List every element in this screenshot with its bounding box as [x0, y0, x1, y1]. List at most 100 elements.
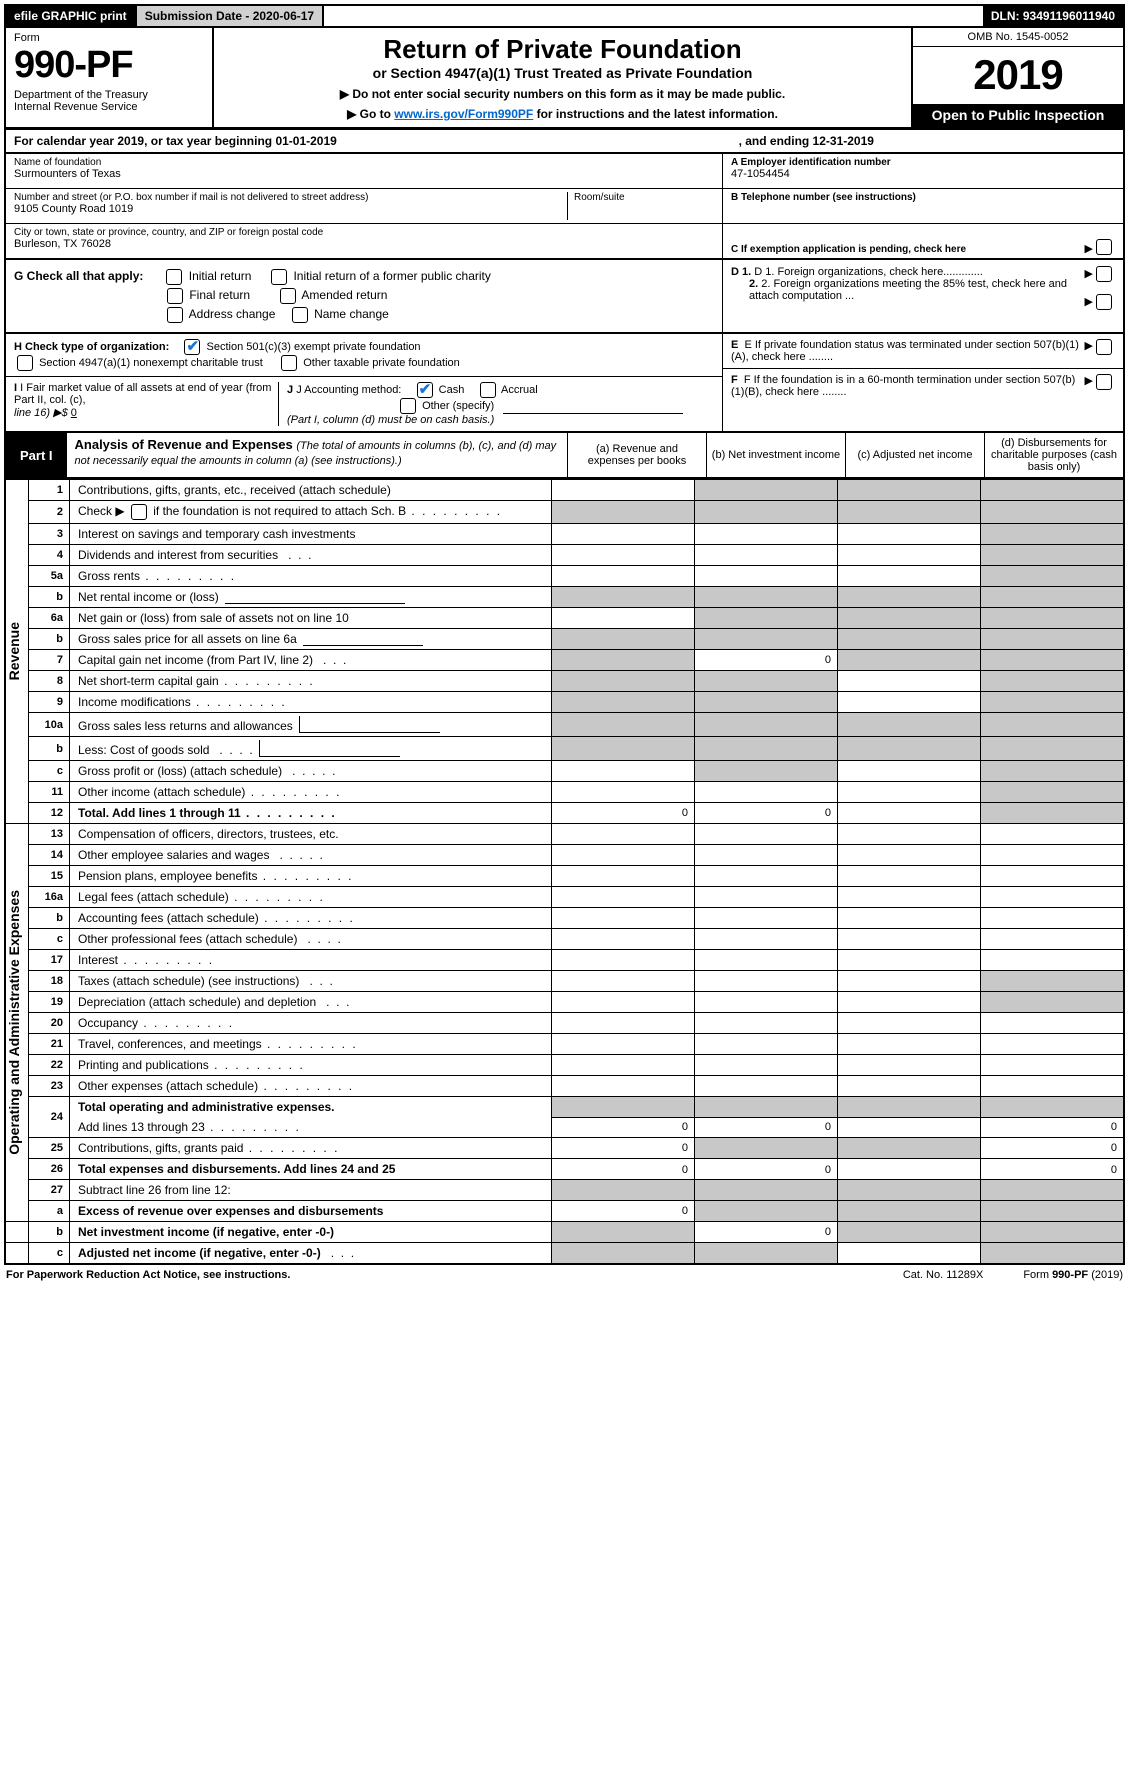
open-inspection: Open to Public Inspection — [913, 104, 1123, 127]
part1-header: Part I Analysis of Revenue and Expenses … — [4, 433, 1125, 479]
table-row: Add lines 13 through 23000 — [5, 1117, 1124, 1138]
table-row: 10aGross sales less returns and allowanc… — [5, 713, 1124, 737]
g-label: G Check all that apply: — [14, 269, 143, 283]
name-label: Name of foundation — [14, 157, 714, 168]
arrow-icon — [1081, 242, 1093, 255]
table-row: bNet investment income (if negative, ent… — [5, 1222, 1124, 1243]
table-row: 14Other employee salaries and wages . . … — [5, 845, 1124, 866]
form-number: 990-PF — [14, 44, 204, 87]
col-c-header: (c) Adjusted net income — [845, 433, 984, 477]
table-row: 5aGross rents — [5, 566, 1124, 587]
name-change-checkbox[interactable] — [292, 307, 308, 323]
arrow-icon — [1081, 296, 1093, 308]
addr-label: Number and street (or P.O. box number if… — [14, 192, 567, 203]
table-row: 22Printing and publications — [5, 1055, 1124, 1076]
e-label: E E If private foundation status was ter… — [731, 339, 1081, 363]
dept: Department of the Treasury Internal Reve… — [14, 89, 204, 113]
address-change-checkbox[interactable] — [167, 307, 183, 323]
table-row: 24Total operating and administrative exp… — [5, 1097, 1124, 1118]
form-header: Form 990-PF Department of the Treasury I… — [4, 28, 1125, 129]
table-row: 19Depreciation (attach schedule) and dep… — [5, 992, 1124, 1013]
efile-print[interactable]: efile GRAPHIC print — [6, 6, 137, 26]
i-label: I Fair market value of all assets at end… — [14, 382, 271, 406]
cal-end: , and ending 12-31-2019 — [739, 134, 874, 148]
footer-catno: Cat. No. 11289X — [903, 1269, 984, 1281]
other-method-checkbox[interactable] — [400, 398, 416, 414]
col-a-header: (a) Revenue and expenses per books — [567, 433, 706, 477]
cash-checkbox[interactable] — [417, 382, 433, 398]
table-row: 3Interest on savings and temporary cash … — [5, 524, 1124, 545]
501c3-checkbox[interactable] — [184, 339, 200, 355]
table-row: 8Net short-term capital gain — [5, 671, 1124, 692]
table-row: bGross sales price for all assets on lin… — [5, 629, 1124, 650]
table-row: 23Other expenses (attach schedule) — [5, 1076, 1124, 1097]
table-row: 7Capital gain net income (from Part IV, … — [5, 650, 1124, 671]
section-hij: H Check type of organization: Section 50… — [4, 334, 1125, 433]
arrow-icon — [1081, 374, 1093, 398]
table-row: 2Check ▶ if the foundation is not requir… — [5, 501, 1124, 524]
foundation-name: Surmounters of Texas — [14, 168, 714, 180]
table-row: cAdjusted net income (if negative, enter… — [5, 1243, 1124, 1265]
page-footer: For Paperwork Reduction Act Notice, see … — [4, 1265, 1125, 1285]
d1-checkbox[interactable] — [1096, 266, 1112, 282]
calendar-year-row: For calendar year 2019, or tax year begi… — [4, 129, 1125, 154]
note-ssn: ▶ Do not enter social security numbers o… — [220, 87, 905, 101]
irs-link[interactable]: www.irs.gov/Form990PF — [394, 107, 533, 121]
dln: DLN: 93491196011940 — [983, 6, 1123, 26]
f-label: F F If the foundation is in a 60-month t… — [731, 374, 1081, 398]
4947-checkbox[interactable] — [17, 355, 33, 371]
d2-label: 2. 2. Foreign organizations meeting the … — [731, 278, 1081, 302]
arrow-icon — [1081, 339, 1093, 363]
omb-number: OMB No. 1545-0052 — [913, 28, 1123, 47]
accrual-checkbox[interactable] — [480, 382, 496, 398]
arrow-icon — [1081, 268, 1093, 280]
info-block: Name of foundation Surmounters of Texas … — [4, 154, 1125, 260]
street-address: 9105 County Road 1019 — [14, 203, 567, 215]
table-row: 9Income modifications — [5, 692, 1124, 713]
table-row: 20Occupancy — [5, 1013, 1124, 1034]
note-goto: ▶ Go to www.irs.gov/Form990PF for instru… — [220, 107, 905, 121]
e-checkbox[interactable] — [1096, 339, 1112, 355]
footer-left: For Paperwork Reduction Act Notice, see … — [6, 1269, 290, 1281]
j-label: J Accounting method: — [296, 384, 401, 396]
col-d-header: (d) Disbursements for charitable purpose… — [984, 433, 1123, 477]
exempt-label: C If exemption application is pending, c… — [731, 244, 1081, 255]
city-state-zip: Burleson, TX 76028 — [14, 238, 714, 250]
exempt-checkbox[interactable] — [1096, 239, 1112, 255]
d2-checkbox[interactable] — [1096, 294, 1112, 310]
submission-date: Submission Date - 2020-06-17 — [137, 6, 324, 26]
table-row: 18Taxes (attach schedule) (see instructi… — [5, 971, 1124, 992]
schb-checkbox[interactable] — [131, 504, 147, 520]
table-row: 4Dividends and interest from securities … — [5, 545, 1124, 566]
f-checkbox[interactable] — [1096, 374, 1112, 390]
tel-label: B Telephone number (see instructions) — [731, 192, 1115, 203]
initial-former-checkbox[interactable] — [271, 269, 287, 285]
final-return-checkbox[interactable] — [167, 288, 183, 304]
cal-begin: For calendar year 2019, or tax year begi… — [14, 134, 337, 148]
amended-return-checkbox[interactable] — [280, 288, 296, 304]
table-row: 16aLegal fees (attach schedule) — [5, 887, 1124, 908]
footer-formno: Form 990-PF (2019) — [1023, 1269, 1123, 1281]
table-row: 15Pension plans, employee benefits — [5, 866, 1124, 887]
ein-label: A Employer identification number — [731, 157, 1115, 168]
h-label: H Check type of organization: — [14, 341, 169, 353]
table-row: 12Total. Add lines 1 through 1100 — [5, 803, 1124, 824]
expenses-side-label: Operating and Administrative Expenses — [6, 890, 22, 1155]
j-note: (Part I, column (d) must be on cash basi… — [287, 414, 494, 426]
initial-return-checkbox[interactable] — [166, 269, 182, 285]
other-taxable-checkbox[interactable] — [281, 355, 297, 371]
form-subtitle: or Section 4947(a)(1) Trust Treated as P… — [220, 65, 905, 81]
tax-year: 2019 — [913, 47, 1123, 104]
table-row: aExcess of revenue over expenses and dis… — [5, 1201, 1124, 1222]
table-row: bNet rental income or (loss) — [5, 587, 1124, 608]
table-row: 25Contributions, gifts, grants paid00 — [5, 1138, 1124, 1159]
table-row: 27Subtract line 26 from line 12: — [5, 1180, 1124, 1201]
table-row: 6aNet gain or (loss) from sale of assets… — [5, 608, 1124, 629]
revenue-side-label: Revenue — [6, 622, 22, 680]
table-row: 26Total expenses and disbursements. Add … — [5, 1159, 1124, 1180]
col-b-header: (b) Net investment income — [706, 433, 845, 477]
top-bar: efile GRAPHIC print Submission Date - 20… — [4, 4, 1125, 28]
table-row: Operating and Administrative Expenses 13… — [5, 824, 1124, 845]
city-label: City or town, state or province, country… — [14, 227, 714, 238]
ein-value: 47-1054454 — [731, 168, 1115, 180]
